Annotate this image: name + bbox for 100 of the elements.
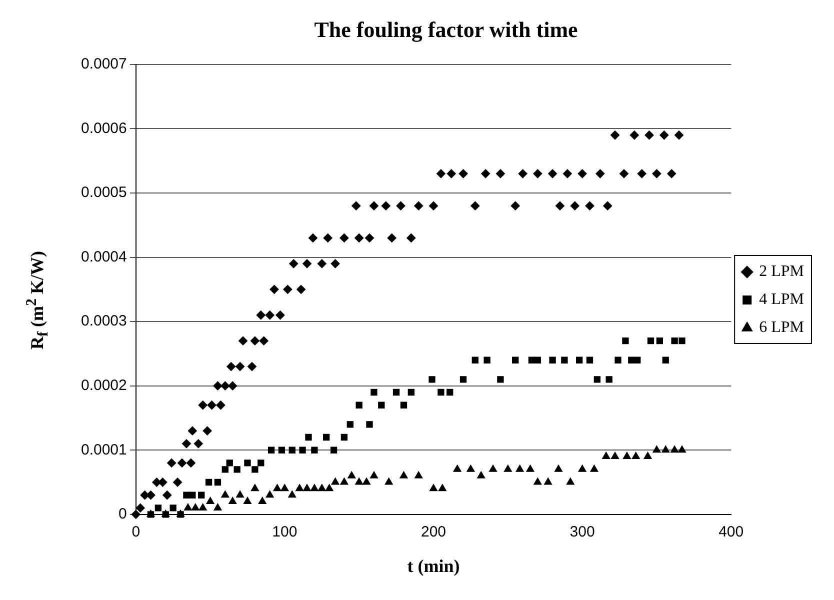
point — [346, 421, 354, 428]
point — [214, 503, 222, 510]
point — [554, 464, 562, 472]
point — [305, 434, 312, 441]
point — [221, 490, 230, 498]
point — [288, 490, 296, 498]
point — [228, 497, 237, 504]
point — [446, 388, 454, 396]
point — [191, 503, 200, 510]
point — [528, 356, 536, 364]
point — [602, 452, 610, 460]
point — [671, 338, 678, 344]
point — [288, 446, 296, 454]
point — [252, 466, 258, 473]
point — [561, 356, 568, 364]
point — [652, 446, 661, 453]
legend-label: 6 LPM — [759, 319, 804, 336]
point — [647, 338, 654, 344]
point — [280, 484, 289, 492]
point — [258, 460, 264, 466]
point — [331, 478, 340, 485]
y-tick-label: 0.0007 — [80, 56, 127, 73]
legend-label: 2 LPM — [759, 263, 804, 280]
point — [656, 338, 664, 344]
point — [348, 471, 356, 478]
point — [266, 490, 274, 498]
point — [472, 356, 478, 364]
point — [526, 464, 534, 472]
y-tick-label: 0.0006 — [80, 120, 127, 137]
point — [512, 356, 519, 364]
point — [273, 484, 282, 492]
point — [622, 338, 629, 344]
legend-label: 4 LPM — [759, 291, 804, 308]
point — [497, 376, 504, 383]
point — [438, 484, 446, 492]
point — [670, 446, 679, 453]
x-tick-label: 400 — [718, 524, 744, 541]
point — [330, 446, 338, 454]
point — [244, 460, 251, 466]
point — [662, 356, 669, 364]
point — [662, 446, 670, 453]
point — [586, 356, 594, 364]
point — [318, 484, 326, 492]
point — [183, 492, 190, 498]
point — [400, 471, 408, 478]
point — [484, 356, 490, 364]
point — [362, 478, 370, 485]
point — [170, 504, 176, 512]
point — [576, 356, 583, 364]
point — [340, 434, 348, 441]
point — [628, 356, 635, 364]
point — [590, 464, 598, 472]
point — [234, 466, 240, 473]
point — [566, 478, 574, 485]
point — [430, 484, 438, 492]
point — [323, 434, 330, 441]
point — [414, 471, 423, 478]
y-tick-label: 0.0001 — [80, 441, 127, 458]
x-tick-label: 100 — [272, 524, 298, 541]
point — [392, 388, 400, 396]
point — [311, 446, 318, 454]
point — [189, 492, 196, 498]
point — [611, 452, 619, 460]
point — [356, 402, 362, 408]
y-tick-label: 0.0002 — [80, 376, 127, 394]
point — [370, 471, 378, 478]
point — [534, 478, 542, 485]
point — [226, 460, 233, 466]
point — [378, 402, 385, 408]
point — [303, 484, 311, 492]
point — [632, 452, 640, 460]
point — [268, 446, 275, 454]
point — [644, 452, 652, 460]
point — [594, 376, 601, 383]
point — [205, 478, 212, 486]
point — [460, 376, 467, 383]
point — [244, 497, 252, 504]
point — [549, 356, 556, 364]
point — [236, 490, 244, 498]
point — [489, 464, 497, 472]
point — [370, 388, 378, 396]
point — [622, 452, 631, 460]
point — [504, 464, 512, 472]
y-tick-label: 0.0005 — [80, 184, 127, 202]
point — [606, 376, 612, 383]
point — [534, 356, 541, 364]
y-tick-label: 0.0004 — [80, 248, 127, 266]
y-tick-label: 0 — [118, 506, 127, 523]
point — [198, 492, 205, 498]
point — [400, 402, 408, 408]
point — [299, 446, 306, 454]
x-axis-title: t (min) — [407, 556, 460, 576]
chart-title: The fouling factor with time — [314, 16, 578, 42]
point — [634, 356, 641, 364]
point — [544, 478, 552, 485]
point — [438, 388, 444, 396]
point — [366, 421, 373, 428]
point — [408, 388, 414, 396]
point — [384, 478, 393, 485]
point — [614, 356, 622, 364]
